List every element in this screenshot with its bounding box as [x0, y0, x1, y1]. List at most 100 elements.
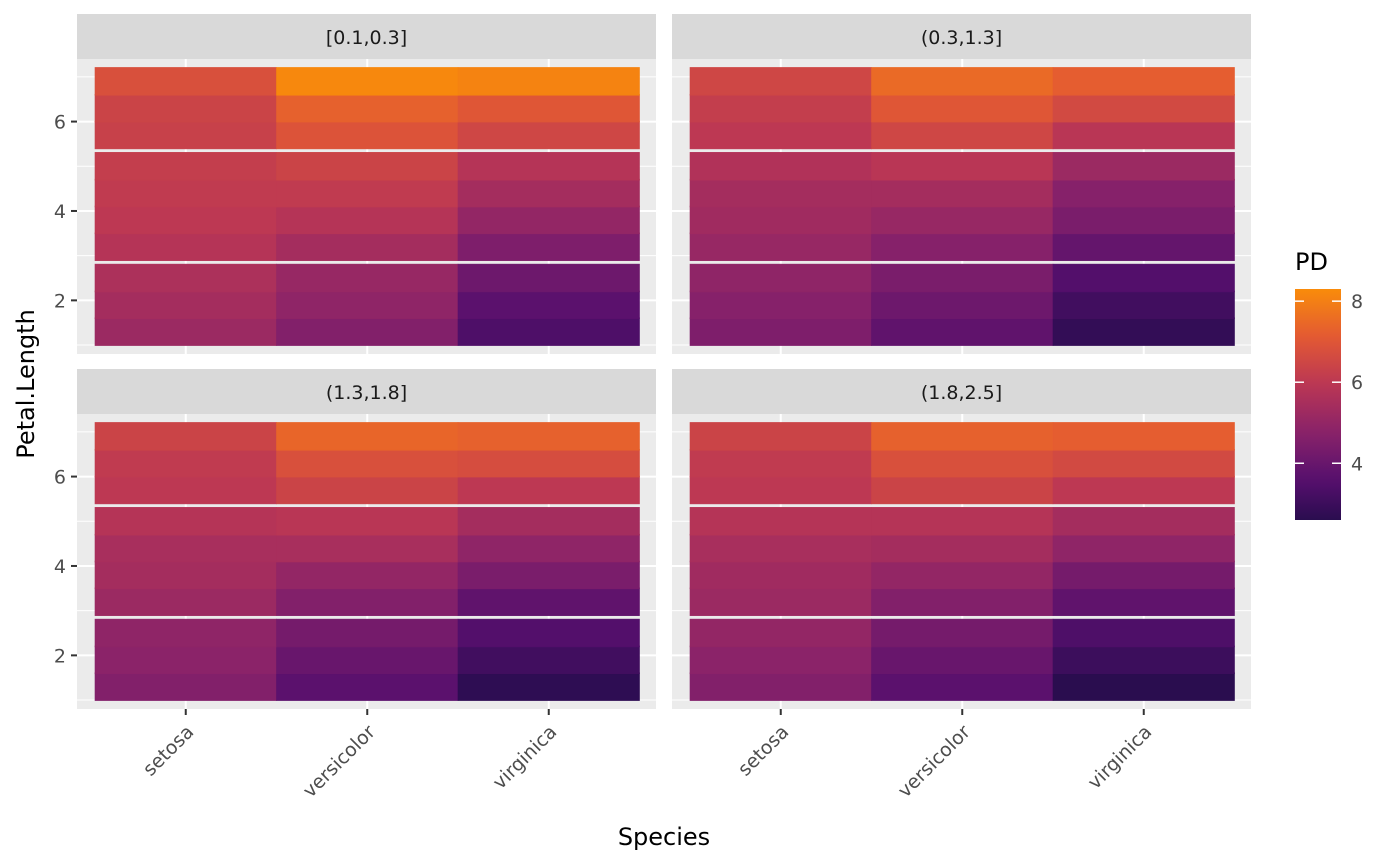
heatmap-tile	[871, 618, 1054, 648]
heatmap-tile	[276, 533, 459, 563]
heatmap-tile	[94, 232, 277, 261]
heatmap-tile	[94, 672, 277, 701]
heatmap-tile	[276, 560, 459, 590]
heatmap-tile	[871, 178, 1054, 208]
legend-colorbar	[1295, 289, 1341, 520]
heatmap-tile	[871, 232, 1054, 261]
heatmap-tile	[1052, 475, 1235, 505]
heatmap-tile	[871, 67, 1054, 96]
heatmap-tile	[94, 560, 277, 590]
heatmap-tile	[1052, 618, 1235, 648]
heatmap-tile	[94, 263, 277, 293]
heatmap-tile	[871, 475, 1054, 505]
heatmap-tile	[1052, 232, 1235, 261]
color-legend: PD 4 6 8	[1295, 248, 1363, 520]
heatmap-tile	[689, 263, 872, 293]
heatmap-tile	[871, 152, 1054, 181]
heatmap-tile	[94, 205, 277, 235]
heatmap-tile	[94, 422, 277, 451]
heatmap-tile	[457, 507, 640, 536]
heatmap-tile	[1052, 317, 1235, 346]
heatmap-tile	[457, 120, 640, 150]
heatmap-tile	[871, 93, 1054, 123]
heatmap-tile	[1052, 645, 1235, 675]
heatmap-tile	[457, 232, 640, 261]
facet-label: (0.3,1.3]	[921, 27, 1002, 49]
heatmap-tile	[871, 290, 1054, 320]
heatmap-tile	[689, 618, 872, 648]
facet-strip	[672, 14, 1251, 59]
legend-tick-label: 8	[1351, 291, 1363, 313]
heatmap-tile	[276, 205, 459, 235]
heatmap-tile	[689, 205, 872, 235]
heatmap-tile	[871, 448, 1054, 478]
heatmap-tile	[457, 67, 640, 96]
facet-label: (1.3,1.8]	[326, 382, 407, 404]
heatmap-tile	[94, 448, 277, 478]
x-axis: setosa versicolor virginica setosa versicolo…	[139, 709, 1157, 802]
facet-label: [0.1,0.3]	[326, 27, 407, 49]
facet-strip	[77, 14, 656, 59]
heatmap-tile	[689, 587, 872, 616]
heatmap-tile	[94, 533, 277, 563]
heatmap-tile	[276, 645, 459, 675]
heatmap-tile	[276, 317, 459, 346]
facet-panel: [0.1,0.3]	[77, 14, 656, 354]
heatmap-tile	[871, 672, 1054, 701]
heatmap-tile	[689, 645, 872, 675]
heatmap-tile	[94, 618, 277, 648]
x-tick-label: virginica	[1084, 721, 1157, 794]
heatmap-tile	[689, 93, 872, 123]
heatmap-tile	[94, 120, 277, 150]
heatmap-tile	[871, 263, 1054, 293]
heatmap-tile	[276, 178, 459, 208]
heatmap-tile	[689, 560, 872, 590]
y-tick-label: 6	[54, 467, 66, 489]
heatmap-tile	[689, 317, 872, 346]
heatmap-tile	[457, 587, 640, 616]
heatmap-tile	[94, 152, 277, 181]
heatmap-tile	[276, 67, 459, 96]
facet-panels: [0.1,0.3] (0.3,1.3] (1.3,1.8] (1.8,2.5]	[77, 14, 1251, 709]
heatmap-tile	[1052, 560, 1235, 590]
y-axis-title: Petal.Length	[12, 309, 40, 459]
facet-strip	[77, 369, 656, 414]
x-axis-title: Species	[618, 823, 710, 851]
heatmap-tile	[871, 645, 1054, 675]
heatmap-tile	[1052, 422, 1235, 451]
heatmap-tile	[94, 645, 277, 675]
heatmap-tile	[457, 422, 640, 451]
heatmap-tile	[689, 672, 872, 701]
y-tick-label: 6	[54, 112, 66, 134]
heatmap-tile	[689, 422, 872, 451]
y-tick-label: 4	[54, 201, 66, 223]
y-tick-label: 4	[54, 556, 66, 578]
heatmap-tile	[276, 507, 459, 536]
heatmap-tile	[276, 152, 459, 181]
heatmap-tile	[689, 152, 872, 181]
heatmap-tile	[871, 560, 1054, 590]
heatmap-tile	[94, 67, 277, 96]
heatmap-tile	[94, 587, 277, 616]
heatmap-tile	[1052, 672, 1235, 701]
heatmap-tile	[457, 290, 640, 320]
heatmap-tile	[1052, 120, 1235, 150]
heatmap-tile	[94, 178, 277, 208]
x-tick-label: versicolor	[299, 721, 380, 802]
heatmap-tile	[1052, 178, 1235, 208]
heatmap-tile	[276, 120, 459, 150]
heatmap-tile	[94, 317, 277, 346]
legend-title: PD	[1295, 248, 1328, 276]
heatmap-tile	[689, 448, 872, 478]
heatmap-tile	[276, 290, 459, 320]
heatmap-tile	[871, 205, 1054, 235]
heatmap-tile	[1052, 290, 1235, 320]
heatmap-tile	[94, 507, 277, 536]
heatmap-tile	[457, 152, 640, 181]
facet-panel: (0.3,1.3]	[672, 14, 1251, 354]
heatmap-tile	[457, 560, 640, 590]
heatmap-tile	[276, 232, 459, 261]
heatmap-tile	[689, 178, 872, 208]
heatmap-tile	[1052, 587, 1235, 616]
